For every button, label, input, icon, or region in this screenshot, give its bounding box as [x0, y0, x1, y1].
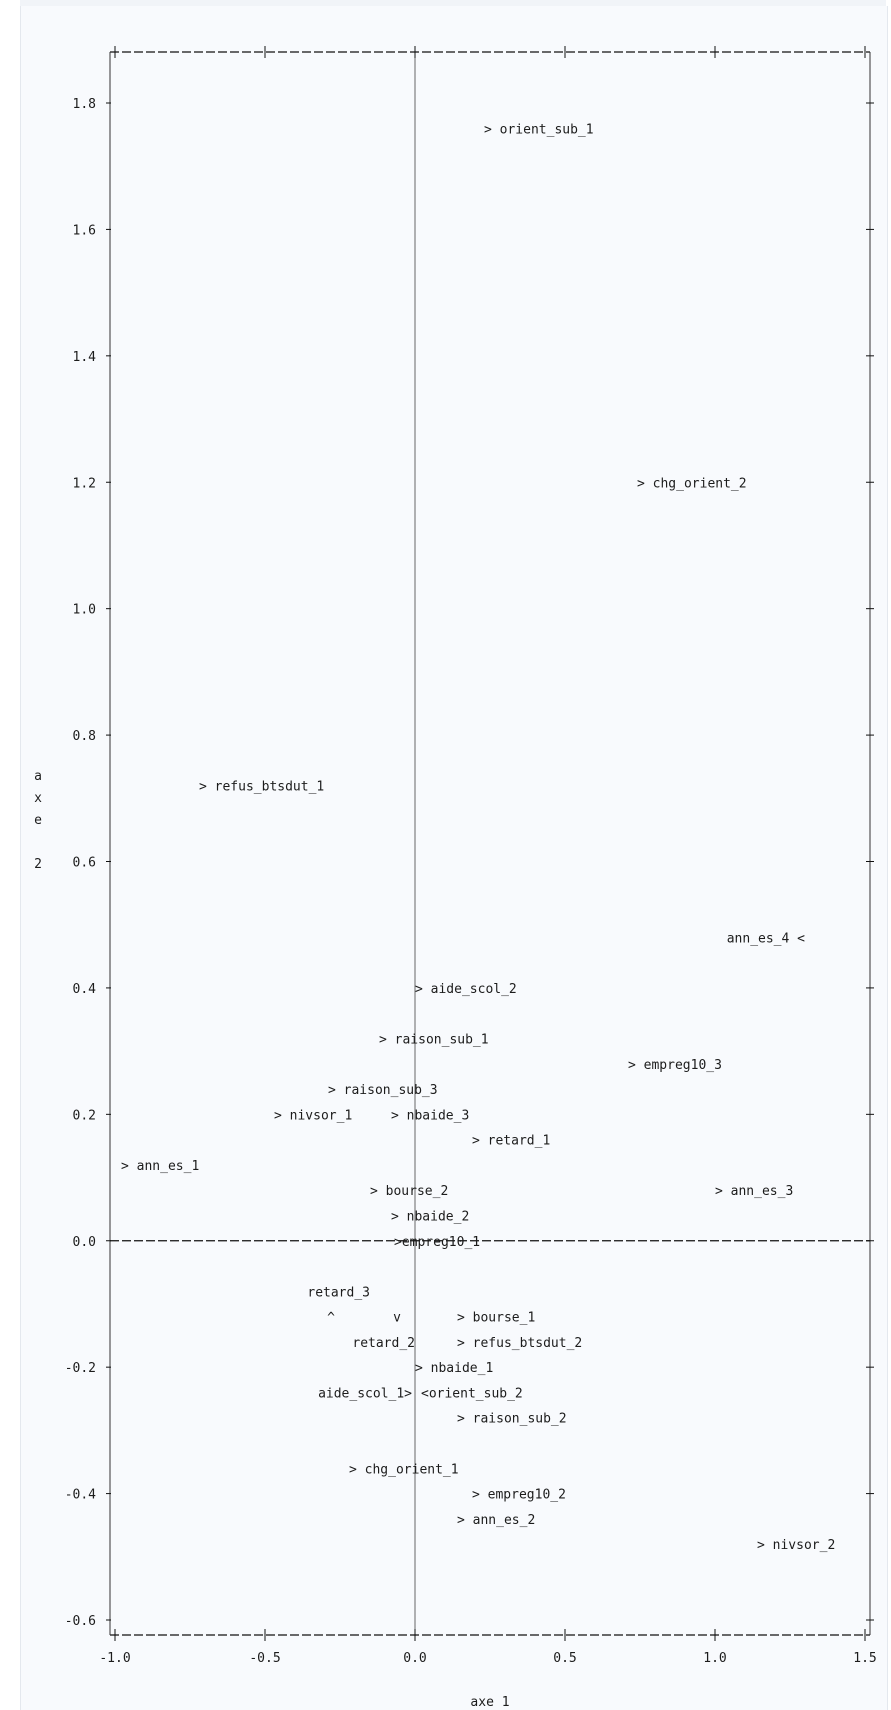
point-label: ann_es_4 < [727, 931, 805, 946]
point-label: > nivsor_2 [757, 1538, 835, 1553]
point-label: > refus_btsdut_1 [199, 780, 324, 795]
point-label: > aide_scol_2 [415, 982, 517, 997]
point-label: > nbaide_2 [391, 1209, 469, 1224]
y-tick-label: 1.2 [73, 476, 96, 491]
axis-titles: axe 1 axe 2 [34, 769, 509, 1710]
y-tick-label: -0.2 [65, 1361, 96, 1376]
plot-frame [109, 51, 871, 1636]
point-label: retard_3 [307, 1285, 370, 1300]
y-axis-title-char: a [34, 769, 42, 784]
point-label: > nbaide_3 [391, 1108, 469, 1123]
point-label: retard_2 [352, 1336, 415, 1351]
point-label: > refus_btsdut_2 [457, 1336, 582, 1351]
x-tick-label: 1.0 [703, 1651, 726, 1666]
y-tick-label: 1.0 [73, 603, 96, 618]
point-label: > ann_es_2 [457, 1513, 535, 1528]
x-axis-title: axe 1 [470, 1695, 509, 1710]
point-label: > raison_sub_3 [328, 1083, 438, 1098]
point-label: > raison_sub_1 [379, 1032, 489, 1047]
y-tick-label: 0.0 [73, 1235, 96, 1250]
y-axis-title-char: x [34, 791, 42, 806]
point-label: > bourse_1 [457, 1311, 535, 1326]
point-label: aide_scol_1> [318, 1386, 412, 1401]
point-label: > chg_orient_1 [349, 1462, 459, 1477]
marker-glyph: ^ [327, 1311, 335, 1326]
y-axis-ticks: -0.6 -0.4 -0.2 0.0 0.2 0.4 0.6 0.8 1.0 1.2 1.4 1.6 1… [65, 97, 874, 1629]
point-label: > chg_orient_2 [637, 476, 747, 491]
y-axis-title-char: e [34, 813, 42, 828]
point-label: <orient_sub_2 [421, 1386, 523, 1401]
y-tick-label: -0.4 [65, 1488, 96, 1503]
point-label: > bourse_2 [370, 1184, 448, 1199]
y-tick-label: -0.6 [65, 1614, 96, 1629]
y-tick-label: 0.2 [73, 1108, 96, 1123]
point-label: > orient_sub_1 [484, 122, 594, 137]
x-tick-label: 1.5 [853, 1651, 876, 1666]
top-strip [20, 0, 886, 6]
point-label: > empreg10_3 [628, 1058, 722, 1073]
y-tick-label: 1.4 [73, 350, 97, 365]
point-label: > nbaide_1 [415, 1361, 493, 1376]
y-tick-label: 0.6 [73, 856, 96, 871]
marker-glyphs: ^ v [327, 1311, 401, 1326]
x-tick-label: -0.5 [249, 1651, 280, 1666]
marker-glyph: v [393, 1311, 401, 1326]
point-label: >empreg10_1 [394, 1235, 480, 1250]
point-label: > retard_1 [472, 1134, 550, 1149]
point-label: > ann_es_1 [121, 1159, 199, 1174]
point-label: > raison_sub_2 [457, 1412, 567, 1427]
y-tick-label: 1.8 [73, 97, 96, 112]
y-tick-label: 0.8 [73, 729, 96, 744]
x-tick-label: -1.0 [99, 1651, 130, 1666]
axes [110, 52, 870, 1635]
y-tick-label: 1.6 [73, 223, 96, 238]
y-tick-label: 0.4 [73, 982, 97, 997]
y-axis-title: axe 2 [34, 769, 42, 872]
x-tick-label: 0.0 [403, 1651, 426, 1666]
x-tick-label: 0.5 [553, 1651, 576, 1666]
data-points: > orient_sub_1 > chg_orient_2 > refus_btsd… [121, 122, 835, 1553]
point-label: > empreg10_2 [472, 1488, 566, 1503]
x-axis-ticks: -1.0 -0.5 0.0 0.5 1.0 1.5 [99, 46, 877, 1666]
chart-panel [20, 6, 888, 1710]
y-axis-title-char: 2 [34, 857, 42, 872]
point-label: > ann_es_3 [715, 1184, 793, 1199]
point-label: > nivsor_1 [274, 1108, 352, 1123]
